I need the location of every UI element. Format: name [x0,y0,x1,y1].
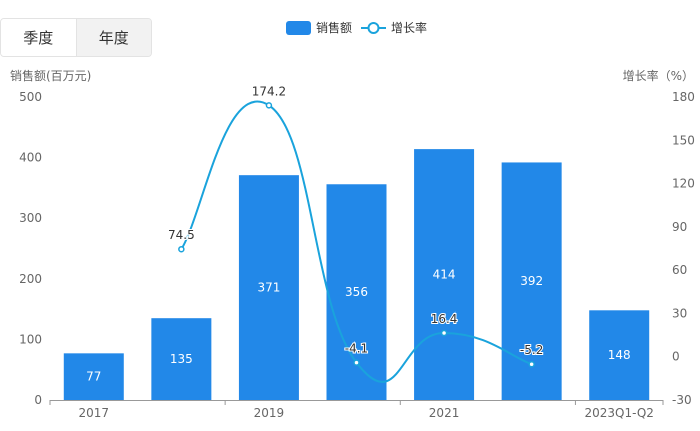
left-axis-tick-label: 500 [19,90,42,104]
left-axis-tick-label: 0 [34,393,42,407]
toggle-annual-button[interactable]: 年度 [75,19,151,56]
left-axis: 0 100 200 300 400 500 [19,90,42,407]
bar[interactable] [414,149,475,400]
legend-item-growth[interactable]: 增长率 [361,20,427,35]
legend-label-sales: 销售额 [316,20,352,35]
bar-value-label: 414 [433,268,456,282]
growth-value-label: -4.1 [345,342,368,356]
right-axis-tick-label: 30 [672,306,687,320]
right-axis-tick-label: 120 [672,177,695,191]
right-axis-title: 增长率（%） [623,68,694,83]
bar[interactable] [151,318,212,400]
right-axis-tick-label: 150 [672,133,695,147]
growth-value-label: 174.2 [252,84,286,98]
bar-value-label: 148 [608,348,631,362]
period-toggle: 季度 年度 [0,18,152,57]
growth-point-marker-icon[interactable] [353,359,360,366]
right-axis-tick-label: -30 [672,393,692,407]
legend-bar-swatch-icon [286,21,311,35]
bar-value-label: 392 [520,274,543,288]
left-axis-tick-label: 400 [19,151,42,165]
x-axis-tick-label: 2021 [429,406,460,420]
right-axis: -30 0 30 60 90 120 150 180 [672,90,695,407]
bar[interactable] [238,175,299,400]
bar-value-label: 77 [86,370,101,384]
legend: 销售额 增长率 [286,20,427,35]
right-axis-tick-label: 0 [672,350,680,364]
bar-series-sales: 77 135 371 356 414 392 148 [63,149,650,400]
left-axis-title: 销售额(百万元) [10,68,91,83]
x-axis-tick-label: 2023Q1-Q2 [584,406,653,420]
right-axis-tick-label: 90 [672,220,687,234]
growth-point-marker-icon[interactable] [265,102,273,109]
bar-value-label: 135 [170,352,193,366]
legend-circle-marker-icon [367,22,380,34]
left-axis-tick-label: 100 [19,332,42,346]
line-series-growth: 74.5 174.2 -4.1 16.4 -5.2 [167,83,544,383]
bar[interactable] [63,353,124,400]
bar[interactable] [589,310,650,400]
right-axis-tick-label: 180 [672,90,695,104]
growth-point-marker-icon[interactable] [178,245,185,253]
growth-value-label: -5.2 [520,343,543,357]
left-axis-tick-label: 200 [19,272,42,286]
bar-value-label: 356 [345,285,368,299]
bar[interactable] [501,162,562,400]
growth-point-marker-icon[interactable] [528,360,535,368]
x-axis: 2017 2019 2021 2023Q1-Q2 [49,400,664,420]
legend-item-sales[interactable]: 销售额 [286,20,352,35]
left-axis-tick-label: 300 [19,211,42,225]
x-axis-tick-label: 2019 [254,406,285,420]
bar-value-label: 371 [257,281,280,295]
growth-value-label: 74.5 [168,228,195,242]
right-axis-tick-label: 60 [672,263,687,277]
x-axis-tick-label: 2017 [79,406,110,420]
growth-point-marker-icon[interactable] [440,329,448,337]
growth-value-label: 16.4 [431,312,458,326]
toggle-quarterly-button[interactable]: 季度 [1,19,76,56]
legend-label-growth: 增长率 [391,20,427,35]
